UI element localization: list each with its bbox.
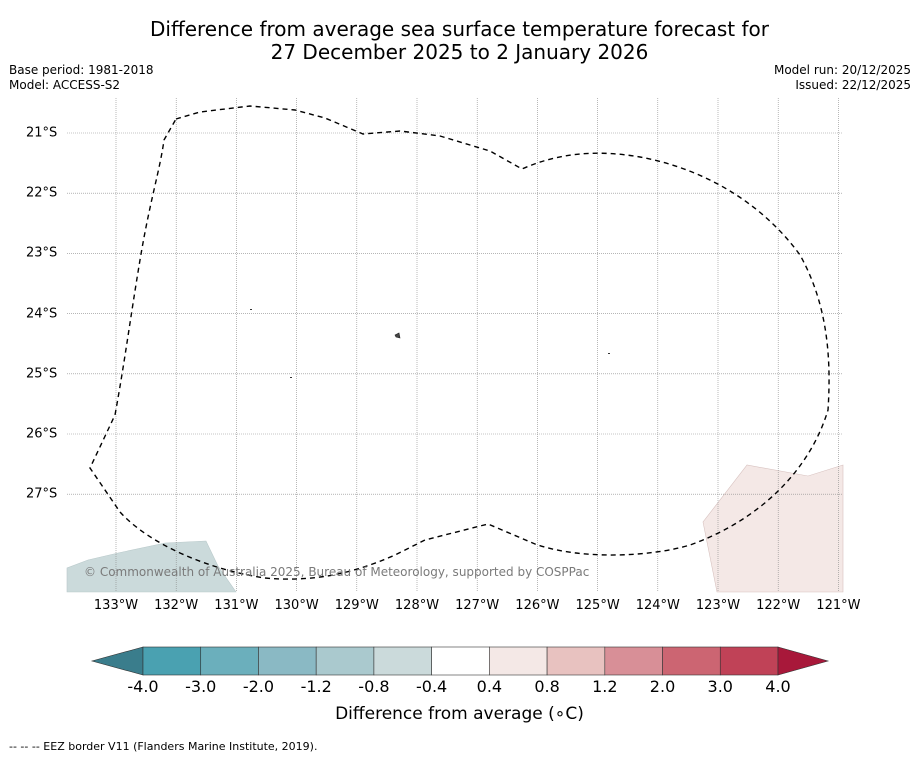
- issued-date: Issued: 22/12/2025: [795, 78, 911, 92]
- colorbar-segment: [200, 646, 259, 676]
- latitude-label: 27°S: [26, 486, 58, 502]
- colorbar-tick: 0.4: [476, 677, 503, 696]
- meta-left: Base period: 1981-2018 Model: ACCESS-S2: [9, 63, 154, 93]
- colorbar-segment: [142, 646, 202, 676]
- colorbar-label: Difference from average (∘C): [335, 704, 584, 724]
- model-run: Model run: 20/12/2025: [773, 63, 911, 77]
- colorbar-segment: [431, 646, 490, 676]
- base-period: Base period: 1981-2018: [9, 63, 154, 77]
- longitude-label: 128°W: [394, 598, 440, 613]
- warm-anomaly-region: [702, 464, 844, 593]
- map-title: Difference from average sea surface temp…: [0, 18, 919, 64]
- cool-anomaly-region: [66, 540, 237, 593]
- longitude-label: 123°W: [695, 598, 741, 613]
- longitude-label: 133°W: [93, 598, 139, 613]
- meta-right: Model run: 20/12/2025 Issued: 22/12/2025: [774, 63, 911, 93]
- title-line-2: 27 December 2025 to 2 January 2026: [270, 40, 649, 64]
- colorbar-segment: [719, 646, 779, 676]
- eez-border: [89, 105, 830, 580]
- colorbar-tick: 0.8: [534, 677, 560, 696]
- colorbar-tick: -0.4: [416, 677, 448, 696]
- colorbar-tick: -0.8: [358, 677, 390, 696]
- latitude-label: 24°S: [26, 306, 58, 322]
- colorbar-over-arrow: [777, 646, 830, 676]
- island-marker: [290, 377, 292, 378]
- colorbar-under-arrow: [90, 646, 144, 676]
- colorbar-tick: -4.0: [127, 677, 159, 696]
- longitude-label: 129°W: [334, 598, 379, 613]
- latitude-label: 25°S: [26, 366, 58, 382]
- longitude-label: 122°W: [756, 598, 801, 613]
- latitude-label: 22°S: [26, 185, 58, 201]
- island-marker: [608, 353, 610, 354]
- colorbar-tick: 4.0: [765, 677, 791, 696]
- colorbar-tick: 3.0: [707, 677, 733, 696]
- colorbar-tick: -2.0: [242, 677, 275, 696]
- eez-border-note: -- -- -- EEZ border V11 (Flanders Marine…: [9, 740, 318, 753]
- latitude-gridlines: [67, 132, 843, 495]
- colorbar-segment: [489, 646, 548, 676]
- colorbar-tick: 2.0: [649, 677, 676, 696]
- latitude-label: 26°S: [26, 426, 58, 442]
- longitude-label: 131°W: [214, 598, 259, 613]
- latitude-label: 23°S: [26, 245, 58, 261]
- colorbar: [90, 646, 830, 676]
- colorbar-tick: -1.2: [300, 677, 332, 696]
- colorbar-tick: -3.0: [185, 677, 217, 696]
- copyright-notice: © Commonwealth of Australia 2025, Bureau…: [84, 565, 590, 579]
- longitude-label: 130°W: [274, 598, 319, 613]
- longitude-label: 126°W: [515, 598, 560, 613]
- island-marker: [394, 332, 401, 339]
- latitude-label: 21°S: [26, 125, 58, 141]
- colorbar-segment: [546, 646, 606, 676]
- longitude-label: 132°W: [154, 598, 199, 613]
- island-marker: [250, 309, 252, 310]
- model-name: Model: ACCESS-S2: [9, 78, 121, 92]
- colorbar-segment: [373, 646, 432, 676]
- longitude-label: 124°W: [635, 598, 680, 613]
- longitude-gridlines: [115, 98, 839, 592]
- longitude-label: 121°W: [816, 598, 861, 613]
- colorbar-tick: 1.2: [592, 677, 618, 696]
- longitude-label: 125°W: [575, 598, 620, 613]
- title-line-1: Difference from average sea surface temp…: [149, 17, 769, 41]
- colorbar-segment: [604, 646, 663, 676]
- colorbar-segment: [258, 646, 317, 676]
- colorbar-segment: [315, 646, 375, 676]
- colorbar-segment: [662, 646, 721, 676]
- longitude-label: 127°W: [455, 598, 500, 613]
